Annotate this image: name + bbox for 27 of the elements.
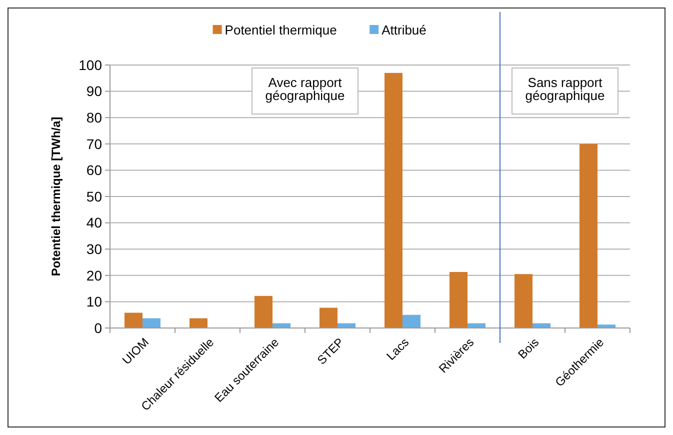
bar xyxy=(142,318,160,328)
bar xyxy=(190,318,208,328)
bar xyxy=(124,312,142,328)
bar xyxy=(514,274,532,328)
annotation: Avec rapport géographique xyxy=(265,75,345,103)
y-tick-label: 80 xyxy=(86,110,102,126)
y-tick-label: 0 xyxy=(94,320,102,336)
y-tick-label: 70 xyxy=(86,136,102,152)
bar xyxy=(384,72,402,328)
bar xyxy=(580,144,598,328)
y-tick-label: 40 xyxy=(86,214,102,231)
bar xyxy=(450,272,468,328)
y-tick-label: 50 xyxy=(86,188,102,204)
bar xyxy=(402,314,420,328)
bar xyxy=(320,308,338,328)
x-tick-label: Bois xyxy=(515,335,542,362)
y-tick-label: 100 xyxy=(78,56,102,73)
y-tick-label: 20 xyxy=(86,267,102,284)
legend-label: Attribué xyxy=(382,22,426,38)
annotation: Sans rapport géographique xyxy=(525,75,605,103)
legend-label: Potentiel thermique xyxy=(224,22,337,38)
y-tick-label: 30 xyxy=(86,241,102,257)
bar xyxy=(254,296,272,328)
y-tick-label: 60 xyxy=(86,162,102,178)
y-axis-title: Potentiel thermique [TWh/a] xyxy=(49,116,63,276)
y-tick-label: 10 xyxy=(86,294,102,310)
y-tick-label: 90 xyxy=(86,83,102,100)
